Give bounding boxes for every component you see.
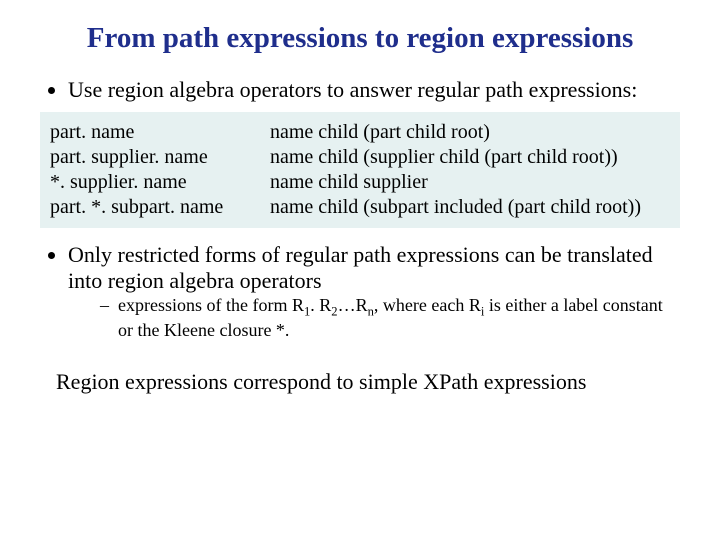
sub-part: . R [310, 295, 331, 315]
bullet-2-text: Only restricted forms of regular path ex… [68, 242, 653, 292]
table-row: part. supplier. name name child (supplie… [50, 145, 670, 170]
sub-bullet-1: expressions of the form R1. R2…Rn, where… [118, 295, 680, 341]
bullet-list-1: Use region algebra operators to answer r… [40, 77, 680, 102]
code-box: part. name name child (part child root) … [40, 112, 680, 228]
row-left: part. *. subpart. name [50, 195, 270, 220]
bullet-2: Only restricted forms of regular path ex… [68, 242, 680, 341]
bullet-1: Use region algebra operators to answer r… [68, 77, 680, 102]
row-left: part. name [50, 120, 270, 145]
sub-bullet-list: expressions of the form R1. R2…Rn, where… [68, 295, 680, 341]
sub-part: expressions of the form R [118, 295, 304, 315]
closing-statement: Region expressions correspond to simple … [56, 369, 680, 395]
sub-part: …R [338, 295, 368, 315]
sub-part: , where each R [374, 295, 481, 315]
table-row: *. supplier. name name child supplier [50, 170, 670, 195]
row-right: name child (supplier child (part child r… [270, 145, 670, 170]
row-left: part. supplier. name [50, 145, 270, 170]
row-right: name child (part child root) [270, 120, 670, 145]
row-left: *. supplier. name [50, 170, 270, 195]
row-right: name child (subpart included (part child… [270, 195, 670, 220]
slide: From path expressions to region expressi… [0, 0, 720, 540]
bullet-list-2: Only restricted forms of regular path ex… [40, 242, 680, 341]
table-row: part. name name child (part child root) [50, 120, 670, 145]
row-right: name child supplier [270, 170, 670, 195]
slide-title: From path expressions to region expressi… [40, 20, 680, 55]
table-row: part. *. subpart. name name child (subpa… [50, 195, 670, 220]
